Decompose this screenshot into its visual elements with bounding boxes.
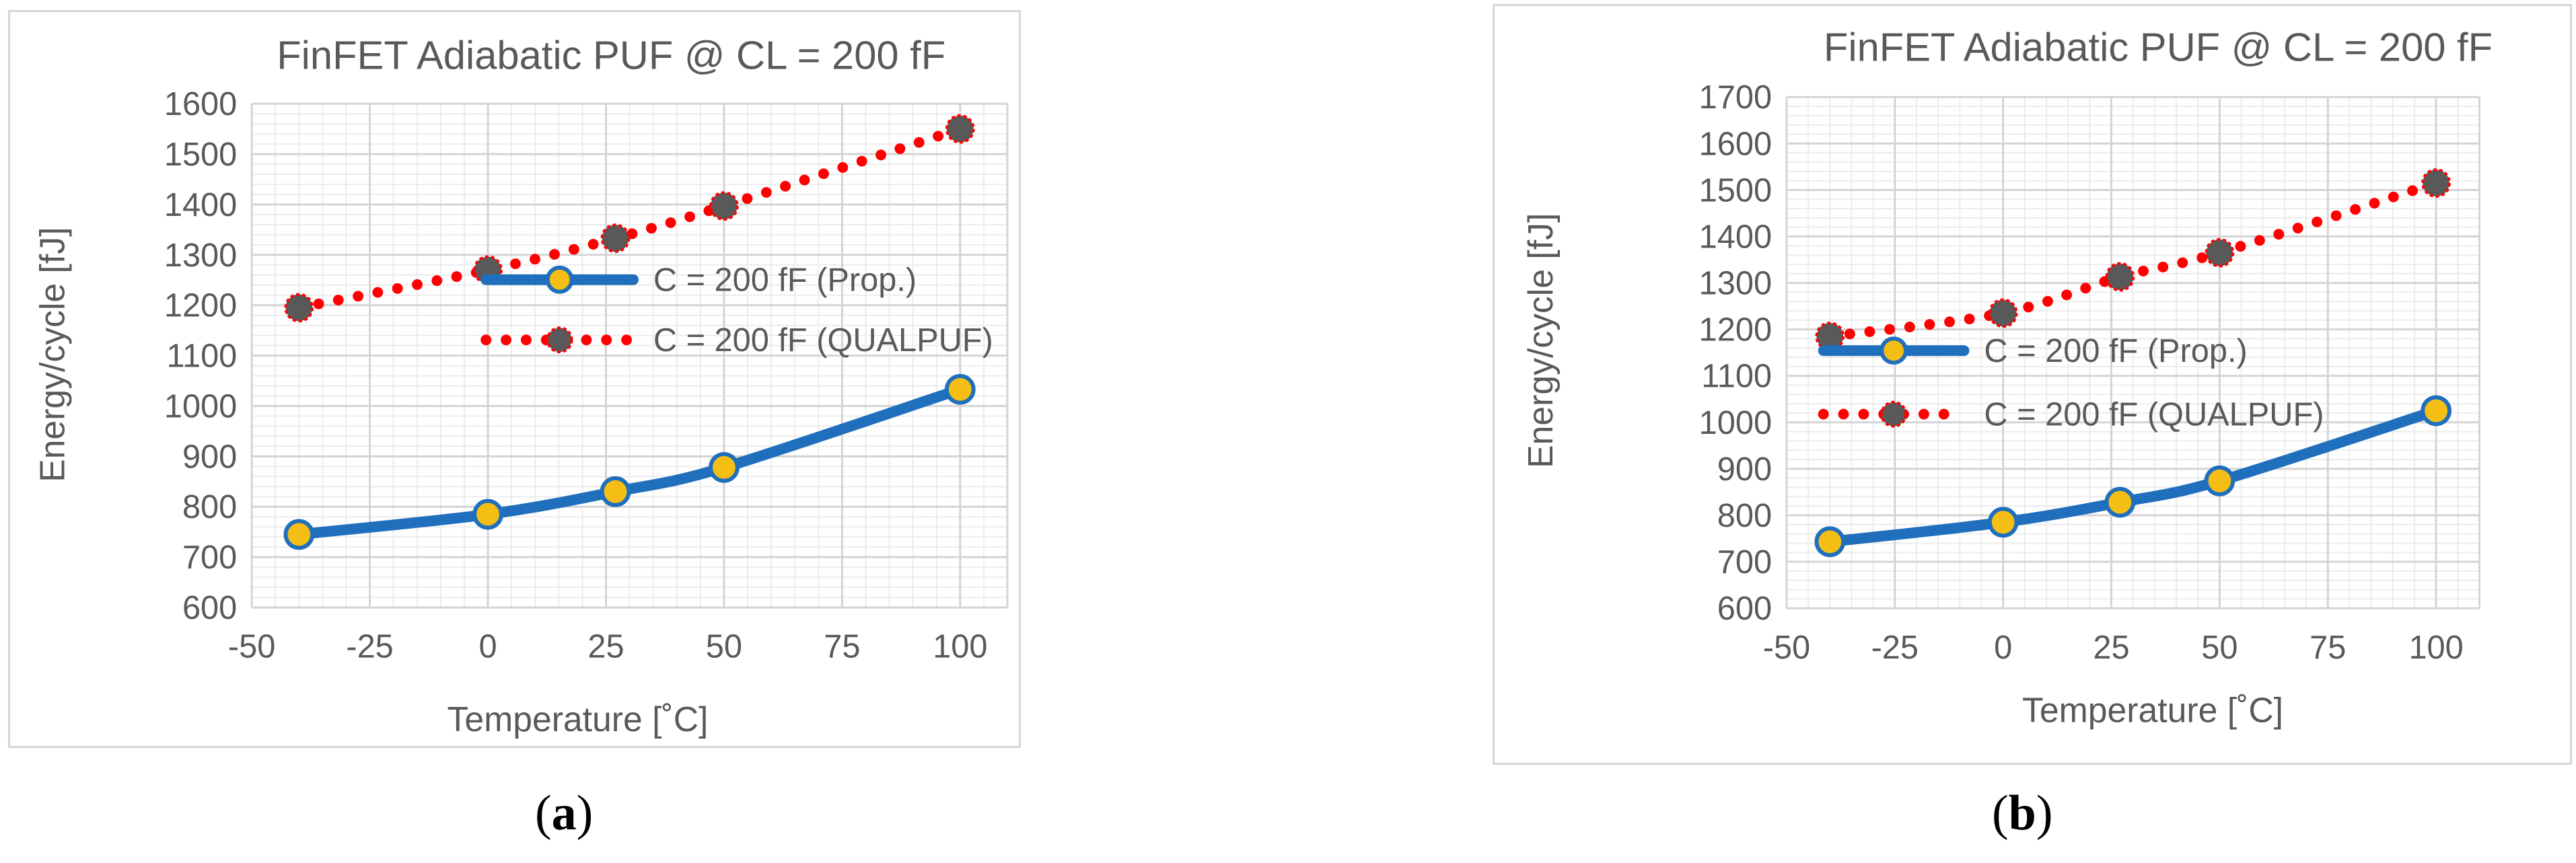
caption-a-letter: a: [551, 786, 577, 841]
chart-a-legend-swatch-marker: [545, 265, 574, 294]
chart-b-xtick-label: 50: [2201, 630, 2238, 666]
chart-a-title: FinFET Adiabatic PUF @ CL = 200 fF: [277, 33, 945, 78]
chart-a-data-point: [600, 223, 631, 254]
chart-a-legend-label: C = 200 fF (Prop.): [653, 262, 917, 299]
chart-a-ytick-label: 800: [182, 489, 237, 525]
chart-b-ytick-label: 600: [1717, 591, 1772, 627]
chart-a-xtick-label: -25: [346, 629, 393, 665]
chart-a-ytick-label: 1500: [164, 137, 237, 173]
chart-b-legend-swatch-marker: [1880, 336, 1908, 365]
chart-a-series-prop: [283, 373, 976, 550]
chart-b-ytick-label: 900: [1717, 451, 1772, 488]
chart-a-ytick-label: 900: [182, 439, 237, 475]
chart-a-series-qualpuf: [284, 114, 975, 323]
caption-b-letter: b: [2008, 786, 2036, 841]
chart-b-data-point: [1987, 506, 2019, 538]
chart-b-series-qualpuf: [1815, 168, 2451, 351]
chart-a: 6007008009001000110012001300140015001600…: [33, 33, 1009, 739]
chart-a-ytick-label: 600: [182, 590, 237, 626]
chart-a-xtick-label: 75: [824, 629, 860, 665]
chart-panel-a: 600 700 800 900 1000 1100 1200 1300 1400 1500 1600…: [8, 10, 1021, 748]
chart-b-data-point: [2204, 465, 2235, 496]
chart-b-ytick-label: 1300: [1699, 266, 1772, 302]
chart-a-data-point: [945, 114, 975, 144]
chart-b-xtick-label: 0: [1994, 630, 2012, 666]
chart-b-legend-swatch-marker: [1880, 400, 1907, 428]
chart-a-xtick-label: 25: [587, 629, 624, 665]
chart-a-ytick-label: 1300: [164, 237, 237, 274]
chart-b-y-axis-label: Energy/cycle [fJ]: [1521, 213, 1560, 468]
chart-b-legend-label: C = 200 fF (Prop.): [1984, 333, 2247, 369]
chart-a-ytick-label: 1200: [164, 288, 237, 324]
chart-b-x-axis-label: Temperature [˚C]: [2022, 690, 2283, 729]
caption-b: (b): [1992, 786, 2053, 841]
chart-a-xtick-label: 50: [706, 629, 742, 665]
chart-b-ytick-label: 1700: [1699, 79, 1772, 116]
chart-a-ytick-label: 1600: [164, 86, 237, 122]
chart-a-ytick-label: 1000: [164, 388, 237, 424]
chart-a-x-axis-label: Temperature [˚C]: [448, 700, 709, 739]
chart-a-legend-label: C = 200 fF (QUALPUF): [653, 322, 993, 359]
chart-a-xtick-label: 0: [478, 629, 497, 665]
chart-a-legend: C = 200 fF (Prop.) C = 200 fF (QUALPUF): [480, 262, 993, 359]
chart-a-data-point: [284, 293, 314, 323]
chart-a-data-point: [600, 476, 631, 507]
chart-b-data-point: [2104, 486, 2136, 518]
chart-b-data-point: [1988, 298, 2018, 328]
chart-b-gridlines: [1785, 96, 2480, 609]
chart-b-title: FinFET Adiabatic PUF @ CL = 200 fF: [1824, 25, 2493, 70]
chart-a-data-point: [709, 191, 739, 221]
chart-a-ytick-label: 700: [182, 539, 237, 576]
chart-b-ytick-label: 800: [1717, 498, 1772, 534]
chart-a-y-axis-label: Energy/cycle [fJ]: [33, 227, 72, 482]
chart-b-ytick-label: 1500: [1699, 172, 1772, 209]
chart-b-xtick-label: -50: [1763, 630, 1810, 666]
chart-a-data-point: [709, 452, 740, 483]
chart-b-ytick-label: 700: [1717, 544, 1772, 580]
chart-b-ytick-label: 1600: [1699, 126, 1772, 162]
chart-b: 6007008009001000110012001300140015001600…: [1521, 25, 2493, 730]
chart-a-data-point: [944, 373, 976, 405]
chart-a-xtick-label: -50: [228, 629, 275, 665]
chart-b-ytick-label: 1000: [1699, 405, 1772, 441]
caption-a: (a): [535, 786, 594, 841]
chart-b-data-point: [2105, 262, 2135, 292]
chart-a-legend-swatch-marker: [546, 326, 573, 354]
chart-b-xtick-label: -25: [1871, 630, 1919, 666]
chart-b-legend-label: C = 200 fF (QUALPUF): [1984, 397, 2324, 433]
chart-b-ytick-label: 1100: [1701, 359, 1772, 395]
chart-b-ytick-label: 1200: [1699, 312, 1772, 348]
chart-b-xtick-label: 75: [2310, 630, 2346, 666]
chart-b-xtick-label: 25: [2093, 630, 2129, 666]
chart-a-ytick-label: 1400: [164, 187, 237, 223]
chart-a-data-point: [472, 498, 503, 530]
chart-b-series-prop: [1814, 395, 2452, 558]
chart-b-xtick-label: 100: [2408, 630, 2463, 666]
chart-a-data-point: [283, 519, 315, 550]
chart-b-legend: C = 200 fF (Prop.) C = 200 fF (QUALPUF): [1818, 333, 2324, 433]
chart-a-ytick-label: 1100: [167, 338, 238, 375]
chart-b-data-point: [1814, 526, 1846, 558]
chart-b-data-point: [2421, 395, 2452, 426]
chart-b-data-point: [2205, 237, 2235, 268]
chart-b-data-point: [2421, 168, 2451, 198]
chart-a-xtick-label: 100: [933, 629, 987, 665]
chart-panel-b: 600 700 800 900 1000 1100 1200 1300 1400 1500 1600…: [1493, 4, 2572, 765]
chart-b-ytick-label: 1400: [1699, 219, 1772, 255]
